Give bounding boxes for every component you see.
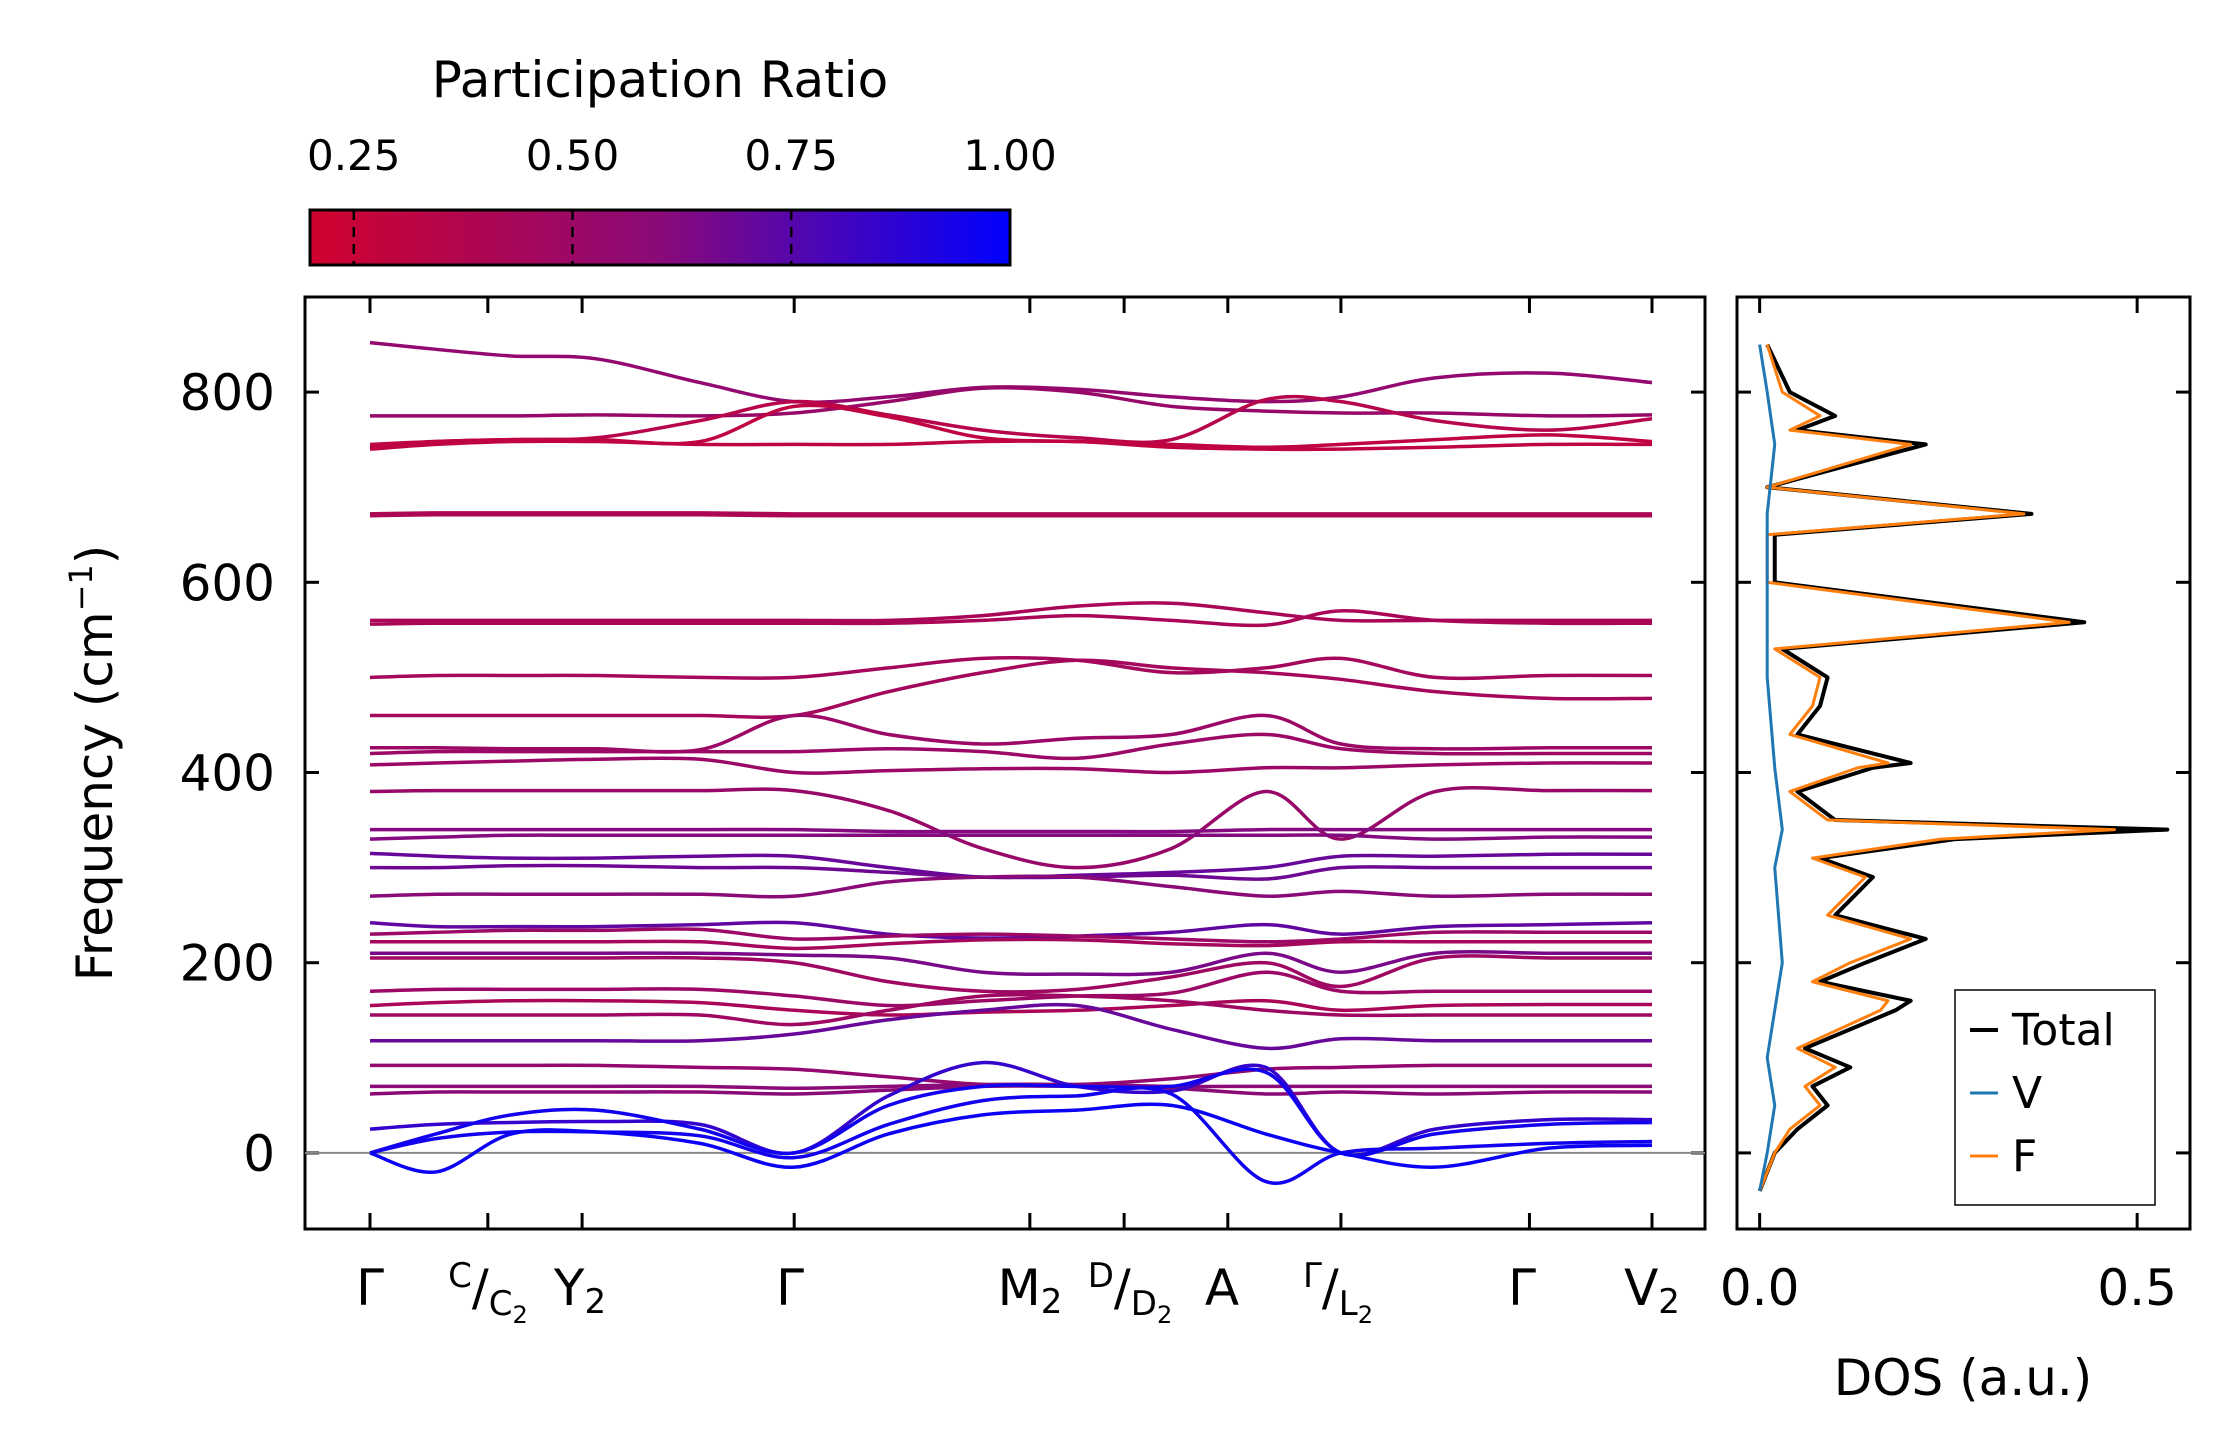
band-ytick-label-2: 400 [180,745,275,803]
k-label-c-slash: / [472,1259,489,1317]
dos-plot-frame [1735,295,2192,1231]
colorbar-tick-label-2: 0.75 [744,131,838,180]
band-plot-frame [303,295,1707,1231]
phonon-branch-13 [369,756,1653,775]
y-axis-title-main: Frequency (cm [66,611,124,981]
k-label-v2: V2 [1624,1259,1680,1322]
k-label-d-slash: / [1114,1259,1131,1317]
phonon-branch-24 [370,954,1652,994]
phonon-branch-19 [369,874,1653,899]
k-label-d-sup: D [1088,1256,1114,1296]
dos-legend-box [1954,989,2156,1206]
k-label-m: M [998,1259,1041,1317]
phonon-branch-32 [369,1060,1653,1157]
dos-x-axis-title: DOS (a.u.) [1834,1349,2093,1407]
k-label-c-sub: C [489,1284,513,1324]
k-label-gamma-1: Γ [356,1259,384,1317]
k-label-m2: M2 [998,1259,1063,1322]
colorbar-tick-label-1: 0.50 [526,131,620,180]
y-axis-title-sup: −1 [62,564,100,611]
legend-label-v: V [2012,1068,2042,1119]
phonon-branch-27 [369,992,1652,1027]
phonon-branch-4 [369,439,1653,452]
k-label-d-d2: D/D2 [1088,1256,1173,1329]
k-label-m-sub: 2 [1041,1282,1063,1322]
k-label-a: A [1205,1259,1239,1317]
phonon-branch-22 [369,937,1652,951]
phonon-branch-15 [369,827,1652,834]
k-label-y2: Y2 [553,1259,606,1322]
k-label-l-sub: L [1339,1284,1358,1324]
y-axis-title: Frequency (cm−1) [62,545,124,982]
dos-curve-f [1758,344,2116,1192]
phonon-branch-26 [369,998,1653,1017]
k-label-v-sub: 2 [1658,1282,1680,1322]
dos-legend: Total VF [1954,989,2156,1206]
phonon-branch-5 [369,511,1652,516]
colorbar-tick-label-3: 1.00 [963,131,1057,180]
k-label-gamma-l2: Γ/L2 [1303,1256,1373,1329]
dos-panel: 0.0 0.5 DOS (a.u.) Total VF [1720,295,2192,1407]
colorbar-tick-label-0: 0.25 [307,131,401,180]
dos-curves [1757,343,2170,1192]
band-ytick-label-3: 600 [180,554,275,612]
k-point-labels: Γ C/C2 Y2 Γ M2 D/D2 A Γ/L2 Γ V2 [356,1256,1680,1329]
phonon-branch-34 [369,1086,1653,1185]
dos-legend-items: Total VF [1970,1005,2115,1182]
k-label-c-sub2: 2 [513,1301,528,1329]
phonon-branches [369,340,1653,1185]
band-y-ticks: 0 200 400 600 800 [180,364,1705,1183]
phonon-branch-35 [369,1102,1653,1174]
colorbar-title: Participation Ratio [432,51,888,109]
band-ytick-label-0: 0 [243,1125,275,1183]
k-label-y: Y [553,1259,585,1317]
legend-label-f: F [2012,1131,2037,1182]
phonon-branch-30 [369,1082,1652,1091]
k-label-v: V [1624,1259,1658,1317]
k-label-y-sub: 2 [584,1282,606,1322]
phonon-branch-29 [370,1063,1652,1088]
colorbar-bar [308,208,1012,267]
k-label-c-sup: C [448,1256,472,1296]
colorbar: Participation Ratio 0.25 0.50 0.75 1.00 [307,51,1057,267]
phonon-branch-9 [369,656,1653,681]
colorbar-ticks: 0.25 0.50 0.75 1.00 [307,131,1057,265]
dos-xtick-label-0: 0.0 [1720,1259,1800,1317]
band-ytick-label-1: 200 [180,935,275,993]
legend-label-total: Total [2011,1005,2115,1056]
phonon-branch-23 [370,950,1652,977]
phonon-branch-6 [369,512,1652,518]
k-label-d-sub2: 2 [1157,1301,1172,1329]
band-k-ticks [368,297,1654,1229]
band-ytick-label-4: 800 [180,364,275,422]
k-label-gamma-2: Γ [776,1259,804,1317]
phonon-branch-33 [369,1067,1653,1158]
phonon-branch-25 [369,970,1652,1008]
phonon-branch-3 [369,403,1653,450]
phonon-branch-12 [369,732,1652,761]
phonon-branch-11 [369,713,1653,754]
phonon-branch-20 [369,920,1653,940]
dos-xtick-label-1: 0.5 [2097,1259,2177,1317]
k-label-l-sub2: 2 [1358,1301,1373,1329]
phonon-branch-1 [370,386,1653,418]
phonon-branch-21 [369,927,1652,944]
k-label-l-slash: / [1322,1259,1339,1317]
k-label-gamma-3: Γ [1508,1259,1536,1317]
phonon-branch-10 [370,658,1653,719]
dos-ticks: 0.0 0.5 [1720,297,2190,1317]
k-label-l-sup: Γ [1303,1256,1322,1296]
phonon-branch-0 [369,340,1653,405]
k-label-c-c2: C/C2 [448,1256,528,1329]
phonon-branch-16 [369,833,1653,841]
y-axis-title-close: ) [66,545,124,565]
k-label-d-sub: D [1131,1284,1157,1324]
phonon-branch-14 [369,785,1653,870]
phonon-branch-8 [369,609,1653,628]
dos-curve-v [1758,344,1784,1192]
phonon-branch-28 [370,1002,1653,1051]
